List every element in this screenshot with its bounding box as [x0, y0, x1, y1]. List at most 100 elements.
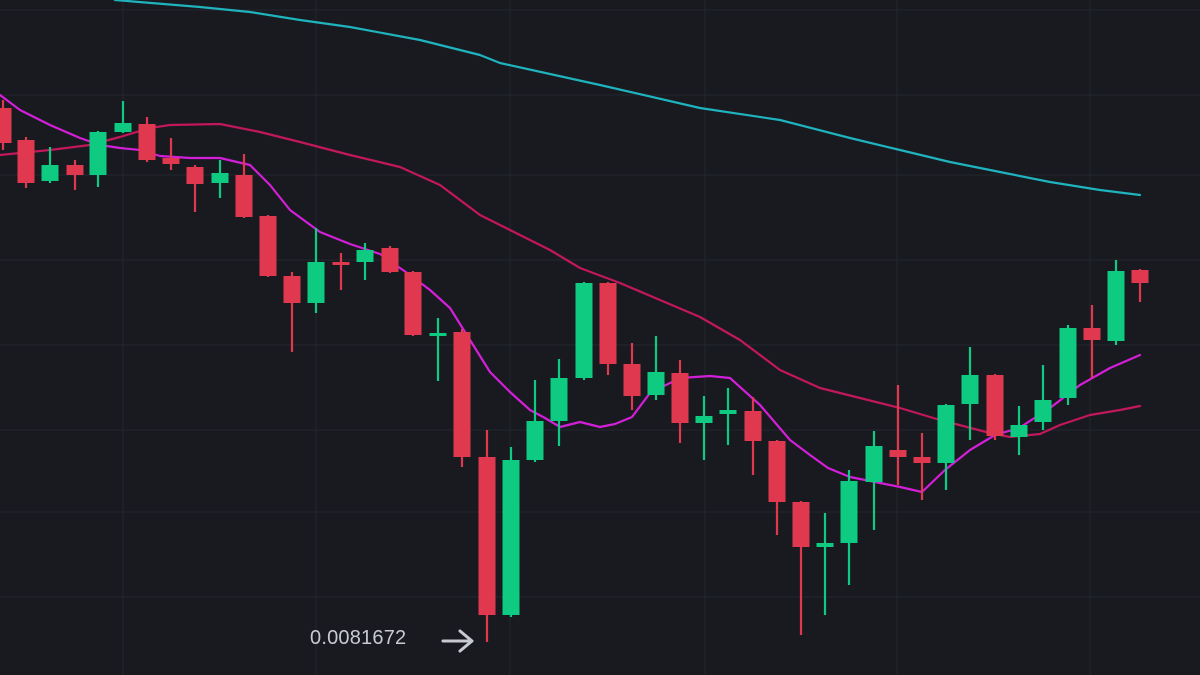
candle-body — [792, 502, 810, 547]
candle[interactable] — [575, 282, 593, 380]
candle-body — [478, 457, 496, 615]
candle-body — [259, 216, 277, 276]
candle[interactable] — [719, 388, 737, 445]
candle-body — [526, 421, 544, 460]
candle[interactable] — [356, 243, 374, 280]
candle[interactable] — [404, 271, 422, 336]
candle[interactable] — [186, 165, 204, 212]
candle-body — [356, 250, 374, 262]
candle[interactable] — [744, 397, 762, 475]
candle-body — [0, 108, 12, 143]
candle-body — [550, 378, 568, 421]
candle[interactable] — [114, 101, 132, 133]
candle-body — [1107, 271, 1125, 341]
candle[interactable] — [307, 228, 325, 313]
candle[interactable] — [695, 396, 713, 460]
candle-body — [744, 411, 762, 441]
candle[interactable] — [138, 117, 156, 162]
candle[interactable] — [0, 100, 12, 150]
candle[interactable] — [502, 447, 520, 617]
candle-body — [865, 446, 883, 482]
candle[interactable] — [259, 215, 277, 277]
candle[interactable] — [889, 385, 907, 485]
candle[interactable] — [17, 137, 35, 188]
candle[interactable] — [550, 359, 568, 446]
candle[interactable] — [961, 347, 979, 440]
candle[interactable] — [1010, 406, 1028, 455]
candle-body — [283, 276, 301, 303]
candle[interactable] — [478, 430, 496, 642]
candle[interactable] — [453, 329, 471, 467]
candle-body — [332, 262, 350, 265]
candle[interactable] — [89, 131, 107, 187]
candle-body — [17, 140, 35, 183]
candle[interactable] — [1107, 260, 1125, 345]
candle-body — [114, 123, 132, 132]
candle-body — [381, 248, 399, 272]
candle[interactable] — [429, 318, 447, 381]
ma-line — [113, 0, 1142, 197]
candle[interactable] — [526, 380, 544, 462]
ma-line — [0, 122, 1142, 439]
candle-body — [840, 481, 858, 543]
candle[interactable] — [1034, 365, 1052, 430]
candle-body — [1083, 328, 1101, 340]
candle-body — [404, 272, 422, 335]
candle-body — [41, 165, 59, 181]
candle-body — [768, 441, 786, 502]
candle-body — [937, 405, 955, 463]
candle-body — [647, 372, 665, 395]
candle[interactable] — [332, 253, 350, 290]
candle[interactable] — [66, 160, 84, 190]
candle-body — [1034, 400, 1052, 422]
candle[interactable] — [211, 160, 229, 198]
candle[interactable] — [162, 138, 180, 170]
candle[interactable] — [816, 513, 834, 615]
candle[interactable] — [792, 501, 810, 635]
candle-body — [138, 124, 156, 160]
candle-body — [429, 333, 447, 336]
right-arrow-icon — [441, 629, 474, 653]
candle[interactable] — [1059, 325, 1077, 405]
candle[interactable] — [913, 433, 931, 500]
candle-body — [307, 262, 325, 303]
candle-body — [1059, 328, 1077, 398]
candle-body — [1131, 270, 1149, 283]
candle[interactable] — [235, 154, 253, 218]
candle[interactable] — [937, 404, 955, 490]
candle-body — [575, 283, 593, 378]
candle[interactable] — [768, 440, 786, 535]
candles — [0, 100, 1149, 642]
candle-body — [89, 132, 107, 175]
candle-body — [162, 158, 180, 164]
candle-body — [1010, 425, 1028, 437]
candle-body — [719, 410, 737, 414]
candle-body — [599, 283, 617, 364]
candle[interactable] — [599, 282, 617, 375]
candle-body — [453, 332, 471, 457]
candle[interactable] — [840, 470, 858, 585]
candle-body — [986, 375, 1004, 436]
candle[interactable] — [283, 272, 301, 352]
low-price-label: 0.0081672 — [310, 627, 406, 650]
candle-body — [889, 450, 907, 457]
candle[interactable] — [986, 374, 1004, 440]
candle-body — [816, 543, 834, 547]
low-price-value: 0.0081672 — [310, 627, 407, 649]
candle[interactable] — [1131, 269, 1149, 302]
candle-body — [502, 460, 520, 615]
candle-body — [66, 165, 84, 175]
candle[interactable] — [647, 336, 665, 400]
candle[interactable] — [671, 360, 689, 443]
candle[interactable] — [41, 147, 59, 183]
candle[interactable] — [1083, 305, 1101, 378]
candle[interactable] — [865, 431, 883, 530]
candle-body — [186, 167, 204, 184]
candle[interactable] — [381, 246, 399, 273]
candle-body — [695, 416, 713, 423]
candle[interactable] — [623, 343, 641, 410]
candle-body — [913, 457, 931, 463]
candle-body — [671, 373, 689, 423]
